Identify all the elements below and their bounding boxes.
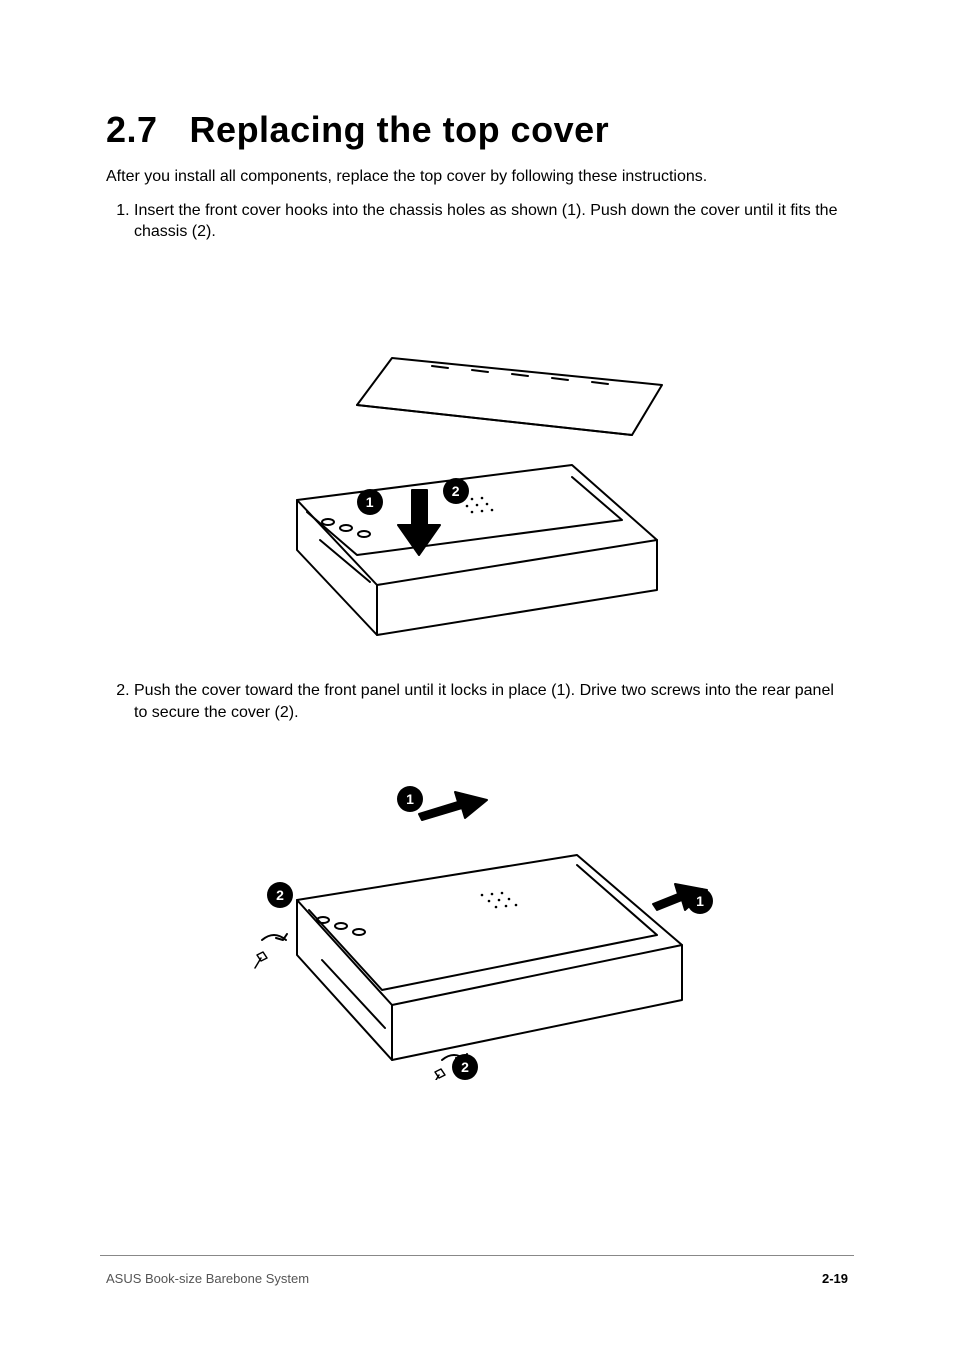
steps-list-2: Push the cover toward the front panel un… [106, 680, 846, 723]
figure-1-callout-2: 2 [443, 478, 469, 504]
figure-1: 1 2 [262, 350, 692, 640]
figure-1-callout-1: 1 [357, 489, 383, 515]
step-2-block: Push the cover toward the front panel un… [106, 680, 846, 735]
figure-2: 1 1 2 2 [227, 760, 727, 1080]
step-1: Insert the front cover hooks into the ch… [134, 200, 846, 243]
document-page: 2.7 Replacing the top cover After you ins… [0, 0, 954, 1351]
figure-2-callout-2a: 2 [267, 882, 293, 908]
figure-2-svg [227, 760, 727, 1080]
section-heading: 2.7 Replacing the top cover [106, 109, 609, 151]
intro-paragraph: After you install all components, replac… [106, 166, 846, 188]
footer-left: ASUS Book-size Barebone System [106, 1271, 309, 1286]
footer-rule [100, 1255, 854, 1256]
section-body: After you install all components, replac… [106, 166, 846, 255]
footer-right: 2-19 [822, 1271, 848, 1286]
figure-2-callout-1a: 1 [397, 786, 423, 812]
step-2: Push the cover toward the front panel un… [134, 680, 846, 723]
figure-2-callout-1b: 1 [687, 888, 713, 914]
steps-list: Insert the front cover hooks into the ch… [106, 200, 846, 243]
figure-1-svg [262, 350, 692, 640]
section-number: 2.7 [106, 109, 158, 151]
section-title: Replacing the top cover [190, 109, 610, 150]
